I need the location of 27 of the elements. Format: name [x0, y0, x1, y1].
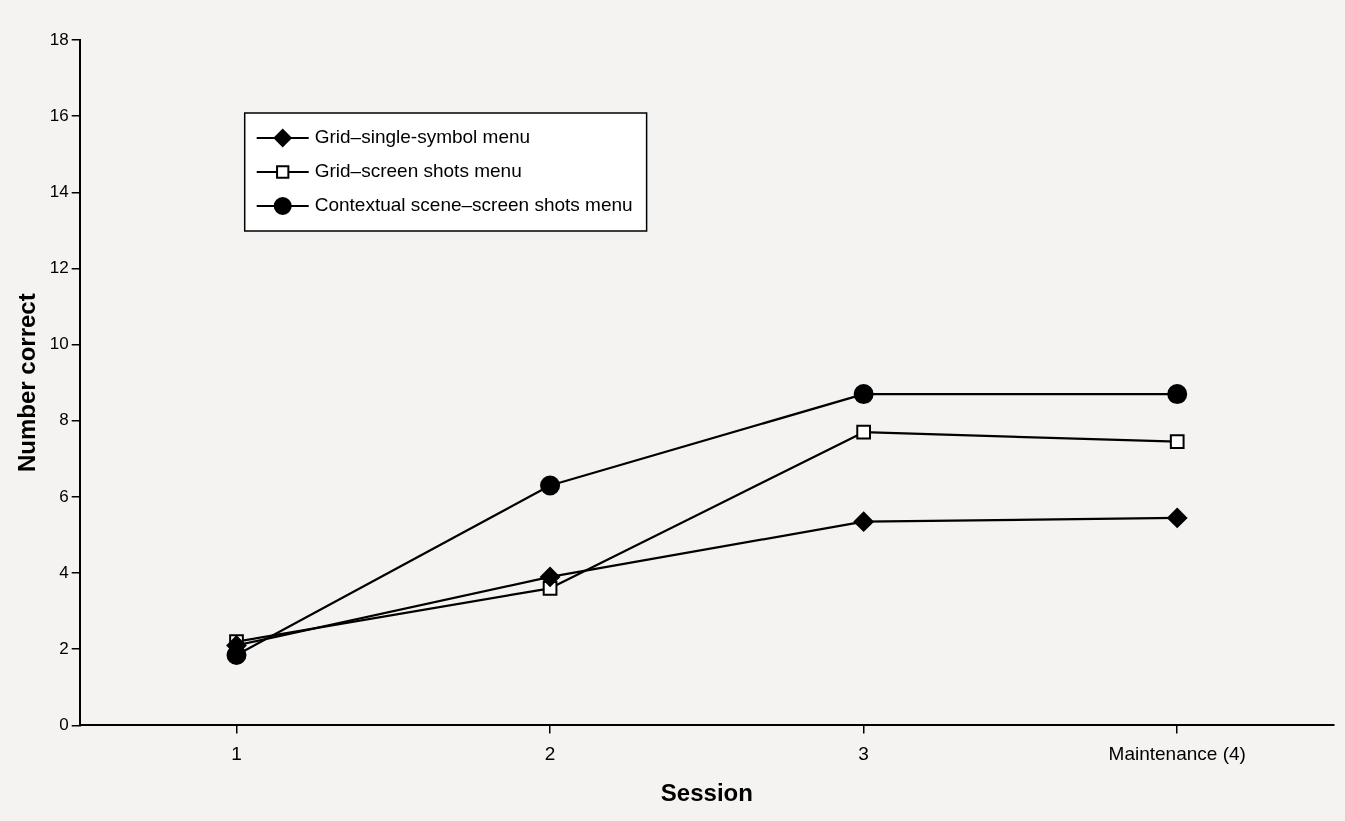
point — [853, 384, 874, 405]
y-tick-label: 10 — [49, 334, 69, 354]
point — [856, 424, 872, 440]
y-tick-label: 12 — [49, 258, 69, 278]
point — [540, 475, 561, 496]
legend-label: Grid–single-symbol menu — [314, 126, 531, 148]
x-tick-label: 3 — [858, 743, 869, 765]
y-tick-label: 8 — [59, 410, 69, 430]
x-tick-label: 2 — [544, 743, 556, 765]
y-tick-label: 4 — [59, 562, 69, 582]
y-tick-label: 18 — [49, 29, 69, 49]
x-tick-label: 1 — [231, 743, 242, 765]
point — [853, 511, 874, 532]
point — [1167, 507, 1188, 528]
y-tick-label: 16 — [49, 105, 69, 125]
y-tick-label: 2 — [59, 638, 69, 658]
point — [1167, 384, 1188, 405]
y-axis-title: Number correct — [13, 293, 41, 473]
y-tick-label: 14 — [49, 182, 69, 201]
point — [1169, 434, 1185, 450]
point — [540, 566, 561, 587]
y-tick-label: 6 — [59, 486, 69, 506]
x-axis-title: Session — [660, 779, 753, 807]
legend-label: Grid–screen shots menu — [314, 160, 522, 182]
legend-label: Contextual scene–screen shots menu — [314, 194, 633, 216]
y-tick-label: 0 — [59, 715, 69, 735]
x-tick-label: Maintenance (4) — [1108, 743, 1246, 765]
